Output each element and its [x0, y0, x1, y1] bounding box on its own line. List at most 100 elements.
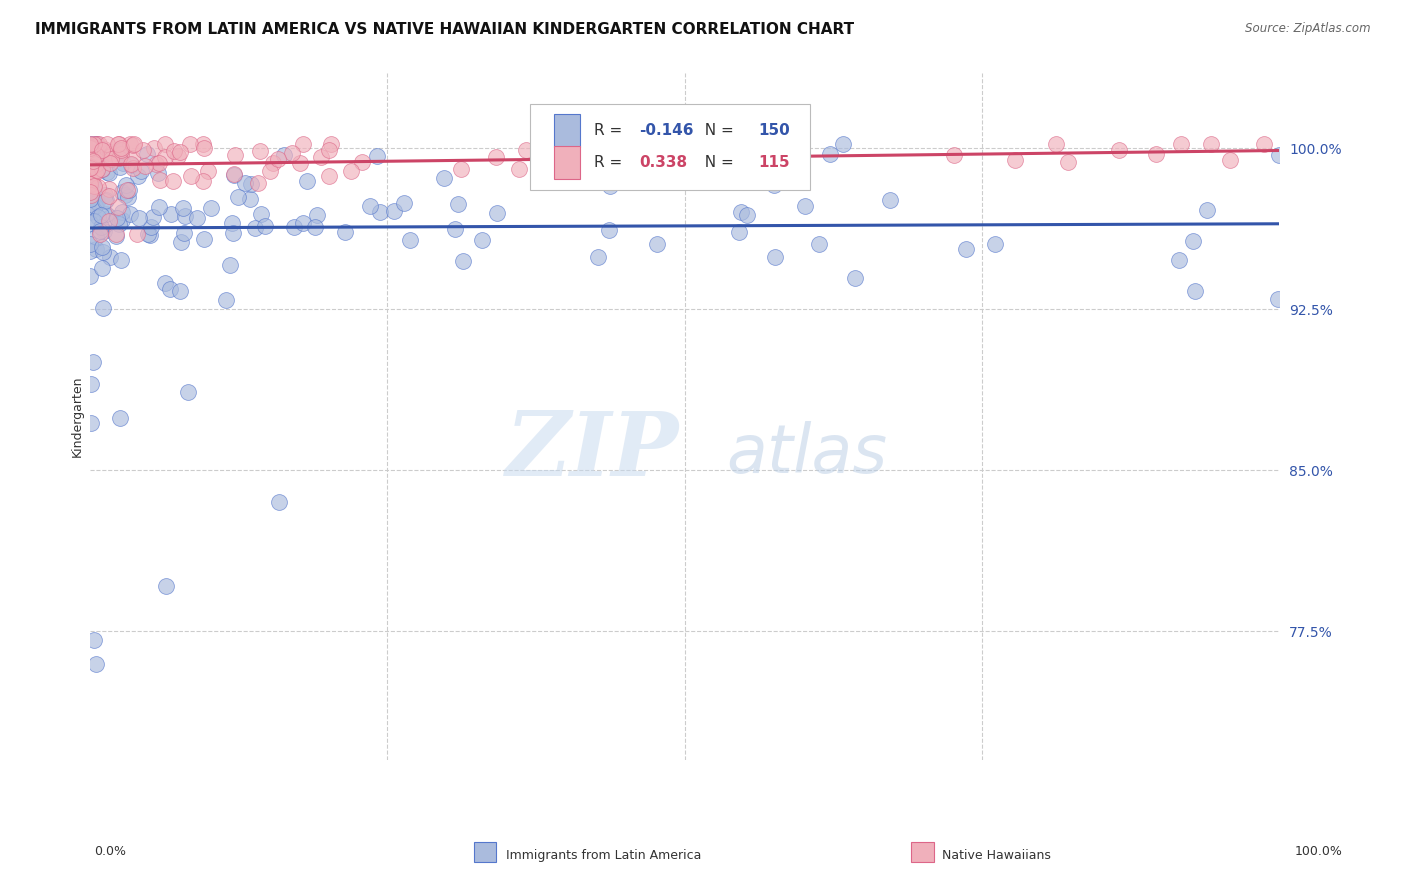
Point	[89, 224, 111, 238]
Point	[222, 167, 245, 181]
Point	[84, 230, 107, 244]
Point	[98, 145, 121, 160]
Text: 150: 150	[758, 122, 790, 137]
Point	[79, 173, 101, 187]
Point	[121, 161, 143, 175]
Point	[79, 139, 101, 153]
Point	[318, 143, 340, 157]
Point	[262, 156, 284, 170]
Point	[83, 181, 105, 195]
Point	[471, 233, 494, 247]
Point	[1057, 155, 1080, 169]
Point	[138, 227, 160, 242]
Point	[155, 579, 177, 593]
Point	[84, 153, 107, 168]
Point	[96, 165, 118, 179]
Point	[586, 250, 609, 264]
Point	[79, 185, 101, 199]
Point	[100, 149, 122, 163]
Point	[80, 153, 103, 168]
Point	[735, 208, 758, 222]
Point	[394, 196, 416, 211]
Point	[136, 227, 159, 241]
Point	[172, 201, 194, 215]
Point	[90, 142, 112, 156]
Point	[79, 192, 101, 206]
Point	[131, 143, 153, 157]
Text: IMMIGRANTS FROM LATIN AMERICA VS NATIVE HAWAIIAN KINDERGARTEN CORRELATION CHART: IMMIGRANTS FROM LATIN AMERICA VS NATIVE …	[35, 22, 855, 37]
Point	[80, 377, 103, 392]
Point	[97, 213, 120, 227]
Point	[79, 269, 101, 284]
Point	[115, 183, 138, 197]
Point	[291, 136, 314, 151]
Point	[108, 136, 131, 151]
Point	[163, 145, 186, 159]
Point	[486, 206, 509, 220]
Point	[79, 187, 101, 202]
Text: Immigrants from Latin America: Immigrants from Latin America	[506, 848, 702, 862]
Point	[143, 141, 166, 155]
Point	[80, 200, 103, 214]
Point	[763, 178, 786, 192]
Point	[110, 252, 132, 267]
Point	[118, 136, 141, 151]
Point	[1267, 292, 1289, 306]
Point	[90, 260, 112, 275]
Point	[108, 217, 131, 231]
Point	[83, 632, 105, 647]
Point	[169, 284, 191, 298]
Point	[97, 182, 120, 196]
Point	[218, 258, 240, 272]
Point	[340, 164, 363, 178]
Point	[84, 166, 107, 180]
Point	[318, 169, 340, 183]
Point	[259, 164, 281, 178]
Point	[728, 225, 751, 239]
Y-axis label: Kindergarten: Kindergarten	[72, 376, 84, 458]
Point	[82, 355, 104, 369]
Point	[134, 159, 156, 173]
Point	[79, 165, 101, 179]
Point	[224, 148, 246, 162]
Point	[1144, 147, 1167, 161]
Point	[114, 178, 136, 193]
Point	[1004, 153, 1026, 167]
Point	[94, 149, 117, 163]
Point	[82, 147, 104, 161]
Point	[79, 154, 101, 169]
Point	[228, 190, 250, 204]
Point	[177, 385, 200, 400]
Point	[79, 237, 101, 252]
Point	[98, 211, 121, 225]
Point	[80, 169, 103, 184]
Point	[224, 168, 246, 182]
FancyBboxPatch shape	[554, 145, 579, 178]
Point	[515, 143, 537, 157]
Point	[129, 164, 152, 178]
Point	[173, 209, 195, 223]
Point	[267, 495, 290, 509]
Point	[79, 141, 101, 155]
Point	[110, 160, 132, 174]
Point	[433, 170, 456, 185]
Point	[730, 205, 752, 219]
Point	[82, 169, 104, 183]
Point	[148, 200, 170, 214]
Point	[451, 253, 474, 268]
Point	[97, 166, 120, 180]
Point	[82, 154, 104, 169]
FancyBboxPatch shape	[554, 113, 579, 146]
Point	[79, 161, 101, 175]
Point	[80, 145, 103, 160]
Point	[79, 136, 101, 151]
Point	[127, 227, 149, 241]
Text: Native Hawaiians: Native Hawaiians	[942, 848, 1050, 862]
Point	[291, 217, 314, 231]
Point	[249, 144, 271, 158]
Point	[89, 153, 111, 168]
Point	[91, 301, 114, 315]
Point	[120, 157, 142, 171]
Point	[180, 169, 202, 183]
Point	[1045, 136, 1067, 151]
